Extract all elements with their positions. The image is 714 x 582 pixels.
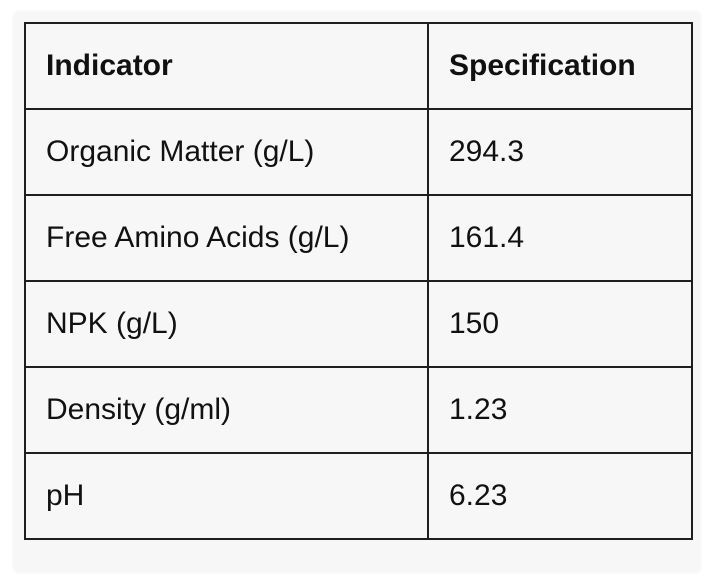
table-cell: Density (g/ml)	[24, 366, 429, 454]
table-body: Organic Matter (g/L) 294.3 Free Amino Acid…	[24, 108, 693, 540]
header-row: Indicator Specification	[24, 22, 693, 110]
header-cell: Indicator	[24, 22, 429, 110]
table-cell: pH	[24, 452, 429, 540]
table-cell: Free Amino Acids (g/L)	[24, 194, 429, 282]
spec-table: Indicator Specification Organic Matter (g…	[24, 22, 693, 540]
table-cell: NPK (g/L)	[24, 280, 429, 368]
table-row: pH 6.23	[24, 452, 693, 540]
table-cell: 1.23	[427, 366, 693, 454]
table-cell: 161.4	[427, 194, 693, 282]
table-row: NPK (g/L) 150	[24, 280, 693, 368]
table-cell: Organic Matter (g/L)	[24, 108, 429, 196]
table-row: Free Amino Acids (g/L) 161.4	[24, 194, 693, 282]
header-cell: Specification	[427, 22, 693, 110]
table-cell: 150	[427, 280, 693, 368]
table-row: Organic Matter (g/L) 294.3	[24, 108, 693, 196]
table-row: Density (g/ml) 1.23	[24, 366, 693, 454]
table-cell: 6.23	[427, 452, 693, 540]
table-cell: 294.3	[427, 108, 693, 196]
